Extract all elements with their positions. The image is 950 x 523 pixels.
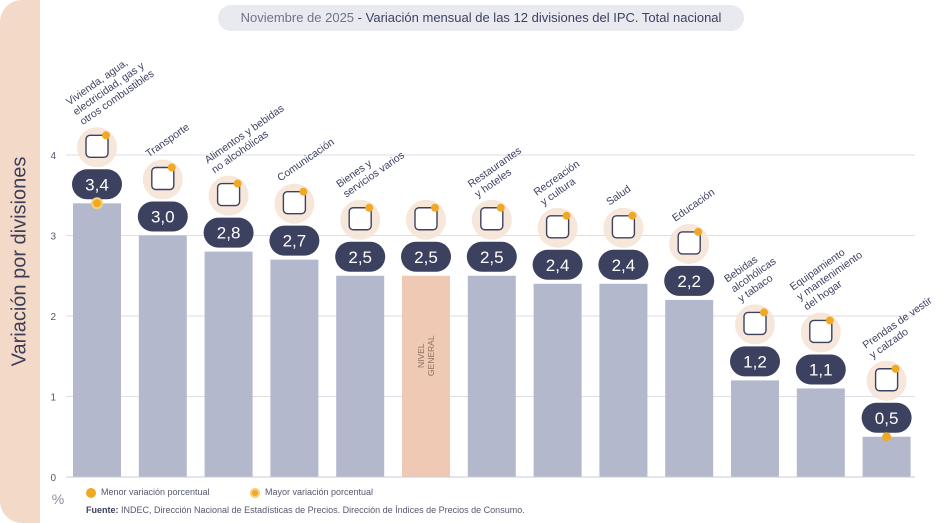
bar [731, 380, 779, 477]
value-badge [795, 354, 846, 385]
y-tick-label: 1 [50, 393, 56, 404]
value-label: 2,4 [546, 256, 570, 275]
basket-icon [406, 199, 446, 240]
category-label: Alimentos y bebidasno alcohólicas [203, 102, 294, 176]
y-tick-label: 3 [50, 232, 56, 243]
y-tick-label: 4 [50, 151, 56, 162]
category-label: Prendas de vestiry calzado [861, 294, 942, 361]
value-badge [203, 217, 254, 248]
value-badge [598, 249, 649, 280]
category-label: Comunicación [275, 136, 337, 184]
value-label: 3,0 [151, 208, 175, 227]
comb-scissors-icon [340, 199, 381, 240]
value-label: 2,2 [677, 272, 701, 291]
category-label: Equipamientoy mantenimientodel hogar [788, 239, 872, 313]
min-marker [882, 432, 892, 442]
bar [665, 299, 714, 477]
y-tick-label: 0 [50, 473, 56, 484]
category-label: Recreacióny cultura [532, 158, 589, 208]
category-label: Bebidasalcohólicasy tabaco [722, 246, 785, 305]
umbrella-sun-icon [537, 207, 578, 248]
title-separator: - [357, 10, 363, 25]
category-label: Bienes yservicios varios [334, 139, 407, 200]
bar [73, 203, 121, 478]
value-label: 2,5 [414, 248, 438, 267]
value-badge [137, 201, 188, 232]
bar [467, 275, 516, 477]
value-label: 1,1 [809, 360, 833, 379]
bar [270, 259, 319, 477]
value-badge [730, 346, 780, 377]
bar [138, 235, 187, 477]
book-pencil-icon [669, 223, 710, 264]
bulb-icon [77, 127, 117, 168]
legend-max: Mayor variación porcentual [250, 487, 373, 498]
category-label: Vivienda, agua,electricidad, gas yotros … [64, 48, 156, 128]
value-label: 2,5 [348, 248, 372, 267]
general-level-label: NIVELGENERAL [416, 335, 436, 376]
first-aid-icon [603, 207, 644, 248]
value-label: 3,4 [85, 175, 109, 194]
y-unit-label: % [52, 491, 64, 507]
bar [599, 283, 648, 477]
category-label: Educación [670, 186, 717, 224]
y-tick-label: 2 [50, 312, 56, 323]
min-marker-icon [86, 487, 96, 498]
title-text: Variación mensual de las 12 divisiones d… [365, 10, 722, 25]
bar [402, 275, 450, 477]
legend-max-label: Mayor variación porcentual [265, 487, 374, 497]
bar [862, 436, 911, 477]
source-prefix: Fuente: [86, 505, 119, 515]
value-badge [861, 402, 912, 433]
value-label: 0,5 [875, 409, 899, 428]
legend-min-label: Menor variación porcentual [101, 487, 210, 497]
bar [796, 388, 845, 477]
value-label: 1,2 [743, 352, 767, 371]
value-badge [401, 241, 451, 272]
category-label: Transporte [144, 121, 192, 160]
bar [336, 275, 385, 477]
phone-icon [274, 183, 315, 224]
value-label: 2,4 [612, 256, 636, 275]
dining-icon [471, 199, 512, 240]
value-label: 2,5 [480, 248, 504, 267]
chart-title: Noviembre de 2025 - Variación mensual de… [218, 5, 744, 31]
value-label: 2,8 [217, 224, 241, 243]
wine-icon [735, 304, 775, 345]
value-badge [664, 265, 715, 296]
value-label: 2,7 [283, 232, 307, 251]
side-panel [0, 0, 40, 523]
legend-min: Menor variación porcentual [86, 487, 210, 498]
air-conditioner-icon [800, 312, 841, 353]
category-label: Restaurantesy hoteles [466, 145, 531, 200]
value-badge [72, 169, 122, 200]
title-date: Noviembre de 2025 [240, 10, 355, 25]
bar [204, 251, 253, 477]
food-icon [208, 175, 249, 216]
value-badge [532, 249, 583, 280]
max-marker-icon [250, 487, 260, 498]
value-badge [466, 241, 517, 272]
bar [533, 283, 582, 477]
value-badge [335, 241, 386, 272]
value-badge [269, 225, 320, 256]
source-note: Fuente: INDEC, Dirección Nacional de Est… [86, 505, 525, 515]
category-label: Salud [604, 183, 633, 208]
max-marker-core [93, 199, 101, 208]
source-text: INDEC, Dirección Nacional de Estadística… [121, 505, 525, 515]
bus-icon [142, 159, 183, 200]
shirt-shoe-icon [866, 360, 907, 401]
